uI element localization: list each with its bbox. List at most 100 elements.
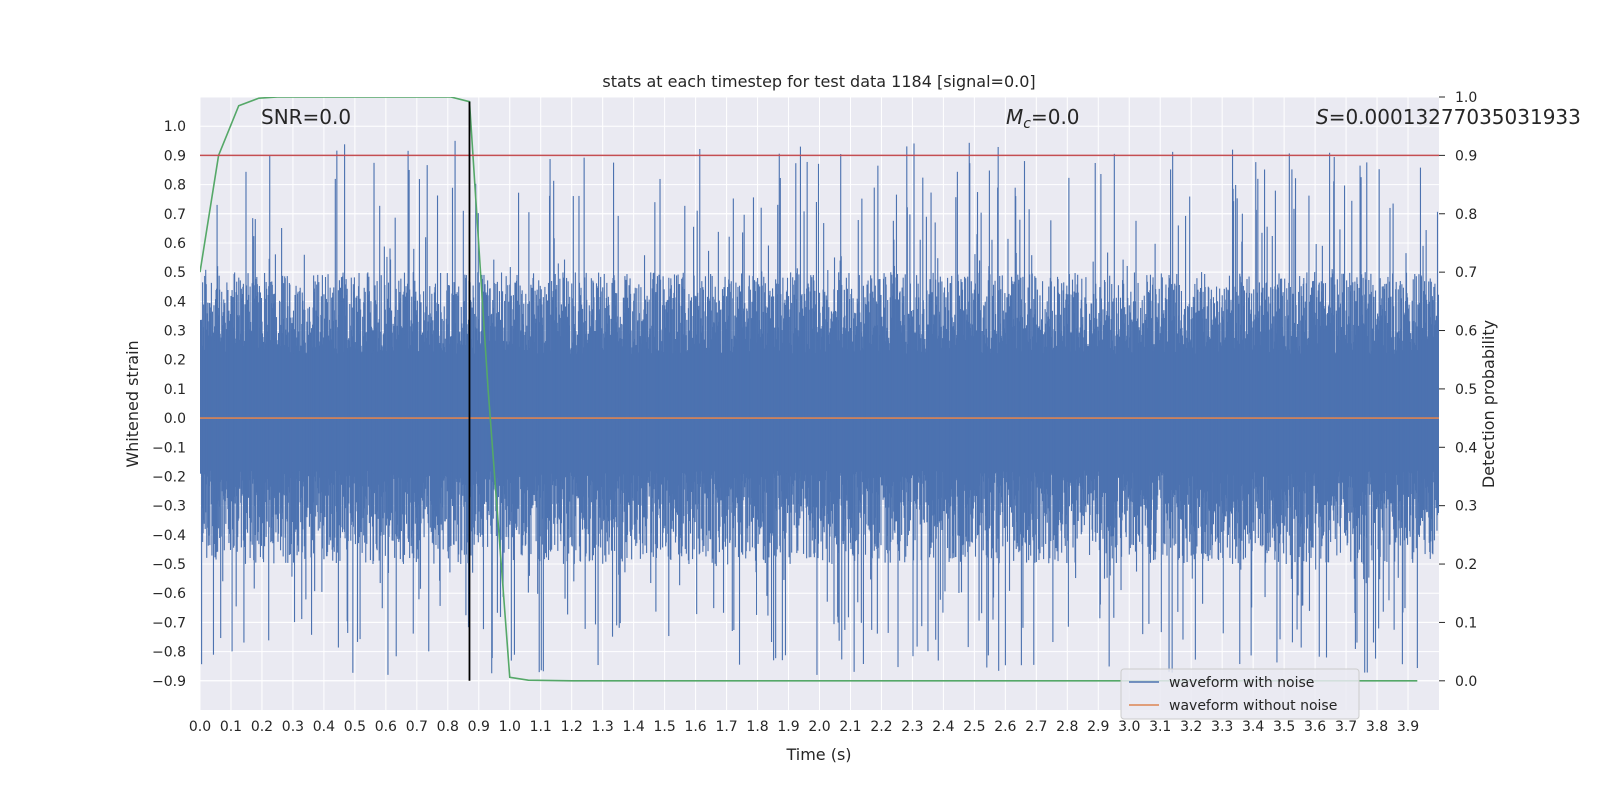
x-tick-label: 3.2 bbox=[1180, 719, 1202, 735]
y2-tick-label: 0.9 bbox=[1455, 148, 1477, 164]
x-tick-label: 3.3 bbox=[1211, 719, 1233, 735]
noise-segment bbox=[1296, 347, 1298, 630]
x-tick-label: 1.5 bbox=[653, 719, 675, 735]
y2-tick-label: 0.6 bbox=[1455, 324, 1477, 340]
x-tick-label: 1.1 bbox=[530, 719, 552, 735]
noise-segment bbox=[336, 150, 338, 512]
y-tick-label: 1.0 bbox=[164, 119, 186, 135]
x-tick-label: 1.2 bbox=[561, 719, 583, 735]
noise-segment bbox=[373, 162, 375, 474]
y2-axis-label: Detection probability bbox=[1479, 320, 1498, 488]
noise-segment bbox=[618, 327, 620, 628]
y-tick-label: −0.5 bbox=[152, 557, 186, 573]
chirp-mass-value: =0.0 bbox=[1031, 105, 1080, 129]
x-tick-label: 1.0 bbox=[499, 719, 521, 735]
y-tick-label: 0.4 bbox=[164, 294, 186, 310]
x-tick-label: 2.4 bbox=[932, 719, 954, 735]
x-tick-label: 0.4 bbox=[313, 719, 335, 735]
noise-segment bbox=[407, 150, 409, 539]
x-tick-label: 0.0 bbox=[189, 719, 211, 735]
y2-tick-label: 0.8 bbox=[1455, 207, 1477, 223]
noise-segment bbox=[1288, 153, 1290, 536]
noise-segment bbox=[806, 161, 808, 504]
noise-segment bbox=[860, 332, 862, 623]
y-tick-label: −0.6 bbox=[152, 586, 186, 602]
noise-segment bbox=[491, 322, 493, 659]
y2-tick-label: 0.3 bbox=[1455, 499, 1477, 515]
x-tick-labels: 0.0 0.1 0.2 0.3 0.4 0.5 0.6 0.7 0.8 0.9 1.0 1.1 1.2 1… bbox=[189, 719, 1419, 735]
y-tick-label: 0.9 bbox=[164, 148, 186, 164]
y-tick-label: −0.7 bbox=[152, 615, 186, 631]
x-tick-label: 2.6 bbox=[994, 719, 1016, 735]
noise-series-layer bbox=[200, 140, 1439, 675]
y2-tick-label: 0.4 bbox=[1455, 440, 1477, 456]
noise-segment bbox=[426, 165, 428, 496]
noise-segment bbox=[921, 334, 923, 627]
y2-tick-label: 1.0 bbox=[1455, 90, 1477, 106]
x-tick-label: 2.7 bbox=[1025, 719, 1047, 735]
noise-segment bbox=[913, 143, 915, 475]
x-tick-label: 0.9 bbox=[468, 719, 490, 735]
x-tick-label: 2.3 bbox=[901, 719, 923, 735]
y-tick-label: −0.9 bbox=[152, 674, 186, 690]
x-tick-label: 2.9 bbox=[1087, 719, 1109, 735]
snr-annotation: SNR=0.0 bbox=[261, 105, 351, 129]
x-tick-label: 0.5 bbox=[344, 719, 366, 735]
x-tick-label: 2.8 bbox=[1056, 719, 1078, 735]
noise-segment bbox=[1308, 344, 1311, 611]
x-tick-label: 0.6 bbox=[375, 719, 397, 735]
x-axis-label: Time (s) bbox=[785, 745, 851, 764]
noise-segment bbox=[861, 198, 863, 472]
noise-segment bbox=[428, 314, 430, 652]
y-tick-labels: 1.0 0.9 0.8 0.7 0.6 0.5 0.4 0.3 0.2 0.1 0.0 −0.1 −0.… bbox=[152, 119, 186, 690]
x-tick-label: 1.3 bbox=[592, 719, 614, 735]
y2-tick-labels: 1.0 0.9 0.8 0.7 0.6 0.5 0.4 0.3 0.2 0.1 0.0 bbox=[1439, 90, 1477, 690]
noise-segment bbox=[540, 289, 542, 671]
y-tick-label: 0.0 bbox=[164, 411, 186, 427]
x-tick-label: 3.8 bbox=[1366, 719, 1388, 735]
line-series-layer bbox=[200, 97, 1439, 682]
y-tick-label: 0.7 bbox=[164, 207, 186, 223]
noise-segment bbox=[1416, 350, 1418, 669]
y-tick-label: −0.2 bbox=[152, 469, 186, 485]
y-tick-label: 0.3 bbox=[164, 324, 186, 340]
x-tick-label: 1.6 bbox=[684, 719, 706, 735]
y-tick-label: −0.8 bbox=[152, 645, 186, 661]
y2-tick-label: 0.0 bbox=[1455, 674, 1477, 690]
x-tick-label: 2.0 bbox=[808, 719, 830, 735]
y2-tick-label: 0.1 bbox=[1455, 615, 1477, 631]
noise-segment bbox=[1402, 350, 1404, 613]
x-tick-label: 1.7 bbox=[715, 719, 737, 735]
legend-box bbox=[1120, 668, 1360, 720]
y2-tick-label: 0.5 bbox=[1455, 382, 1477, 398]
noise-segment bbox=[269, 155, 271, 500]
x-tick-label: 3.9 bbox=[1397, 719, 1419, 735]
noise-segment bbox=[1113, 153, 1115, 503]
noise-segment bbox=[1366, 308, 1368, 673]
y-tick-label: −0.3 bbox=[152, 499, 186, 515]
x-tick-label: 3.0 bbox=[1118, 719, 1140, 735]
x-tick-label: 0.1 bbox=[220, 719, 242, 735]
y2-tick-label: 0.2 bbox=[1455, 557, 1477, 573]
chirp-mass-annotation: Mc=0.0 bbox=[1006, 105, 1080, 132]
x-tick-label: 3.4 bbox=[1242, 719, 1264, 735]
x-tick-label: 1.4 bbox=[623, 719, 645, 735]
x-tick-label: 1.9 bbox=[777, 719, 799, 735]
y-tick-label: −0.4 bbox=[152, 528, 186, 544]
chirp-mass-subscript: c bbox=[1023, 116, 1031, 132]
chirp-mass-symbol: M bbox=[1006, 105, 1023, 129]
legend: waveform with noise waveform without noi… bbox=[1120, 668, 1360, 720]
y-tick-label: 0.8 bbox=[164, 178, 186, 194]
x-tick-label: 0.2 bbox=[251, 719, 273, 735]
chart-title: stats at each timestep for test data 118… bbox=[602, 72, 1035, 91]
noise-segment bbox=[773, 296, 775, 661]
noise-segment bbox=[1438, 314, 1439, 498]
x-tick-label: 0.8 bbox=[437, 719, 459, 735]
s-value: =0.00013277035031933 bbox=[1329, 105, 1581, 129]
noise-segment bbox=[1033, 299, 1035, 665]
x-tick-label: 3.7 bbox=[1335, 719, 1357, 735]
s-symbol: S bbox=[1316, 105, 1329, 129]
legend-label-clean: waveform without noise bbox=[1169, 698, 1337, 714]
y-tick-label: 0.5 bbox=[164, 265, 186, 281]
